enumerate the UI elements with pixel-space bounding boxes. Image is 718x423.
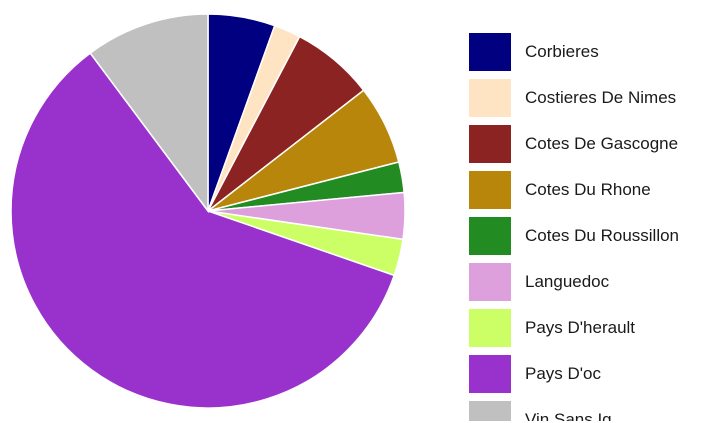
legend-item-4: Cotes Du Roussillon — [469, 213, 718, 259]
pie-slice-8 — [89, 13, 209, 214]
legend-item-5: Languedoc — [469, 259, 718, 305]
pie-plot — [10, 13, 406, 409]
legend-swatch-6 — [469, 309, 511, 347]
legend-item-1: Costieres De Nimes — [469, 75, 718, 121]
legend-label-4: Cotes Du Roussillon — [525, 226, 680, 245]
legend-label-6: Pays D'herault — [525, 318, 636, 337]
legend-swatch-0 — [469, 33, 511, 71]
legend-item-3: Cotes Du Rhone — [469, 167, 718, 213]
legend-swatch-2 — [469, 125, 511, 163]
legend-label-0: Corbieres — [525, 42, 599, 61]
legend-swatch-5 — [469, 263, 511, 301]
pie-slice-7 — [10, 52, 396, 409]
legend-item-7: Pays D'oc — [469, 351, 718, 397]
legend-label-5: Languedoc — [525, 272, 610, 291]
legend-label-1: Costieres De Nimes — [525, 88, 677, 107]
legend-label-2: Cotes De Gascogne — [525, 134, 679, 153]
legend-swatch-4 — [469, 217, 511, 255]
legend: Corbieres Costieres De Nimes Cotes De Gasc… — [469, 29, 718, 421]
legend-swatch-3 — [469, 171, 511, 209]
legend-item-8: Vin Sans Ig — [469, 397, 718, 421]
legend-swatch-8 — [469, 401, 511, 421]
legend-item-0: Corbieres — [469, 29, 718, 75]
legend-label-3: Cotes Du Rhone — [525, 180, 651, 199]
legend-item-6: Pays D'herault — [469, 305, 718, 351]
legend-item-2: Cotes De Gascogne — [469, 121, 718, 167]
legend-label-8: Vin Sans Ig — [525, 410, 612, 421]
legend-swatch-1 — [469, 79, 511, 117]
legend-label-7: Pays D'oc — [525, 364, 601, 383]
legend-swatch-7 — [469, 355, 511, 393]
